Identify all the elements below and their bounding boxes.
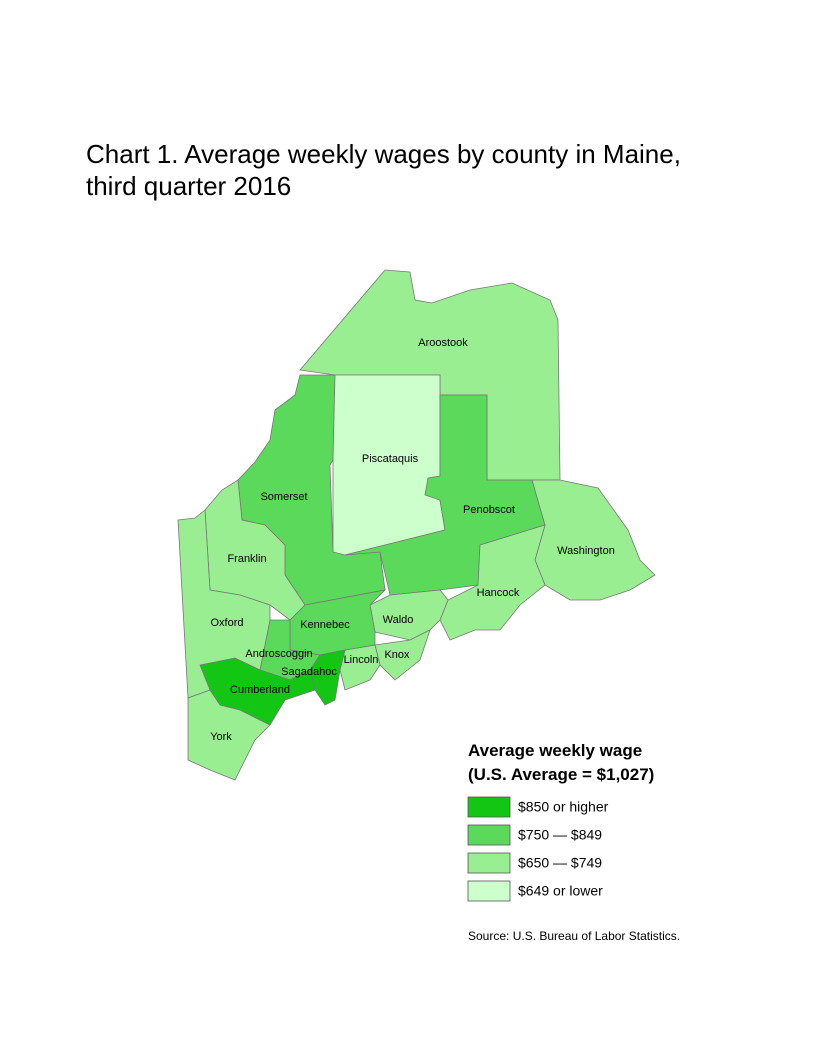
county-label: Androscoggin (245, 648, 312, 660)
county-label: Cumberland (230, 684, 290, 696)
county-label: Somerset (260, 491, 307, 503)
legend-label: $750 — $849 (518, 827, 602, 843)
county-2 (332, 374, 446, 556)
title: Chart 1. Average weekly wages by county … (86, 139, 681, 169)
county-5 (439, 524, 546, 641)
county-label: Franklin (227, 553, 266, 565)
county-label: Penobscot (463, 504, 515, 516)
county-15 (187, 689, 271, 781)
county-label: York (210, 731, 232, 743)
county-label: Piscataquis (362, 453, 419, 465)
legend-label: $650 — $749 (518, 855, 602, 871)
legend-label: $649 or lower (518, 883, 603, 899)
county-label: Aroostook (418, 337, 468, 349)
county-14 (177, 509, 271, 699)
legend-label: $850 or higher (518, 799, 609, 815)
legend-subtitle: (U.S. Average = $1,027) (468, 765, 654, 784)
legend-swatch (467, 852, 511, 874)
county-label: Knox (384, 649, 410, 661)
county-label: Hancock (477, 587, 520, 599)
county-label: Washington (557, 545, 615, 557)
title: third quarter 2016 (86, 171, 291, 201)
legend-swatch (467, 824, 511, 846)
county-4 (531, 479, 656, 601)
county-label: Waldo (383, 614, 414, 626)
legend-swatch (467, 796, 511, 818)
county-label: Oxford (210, 617, 243, 629)
county-label: Sagadahoc (281, 666, 337, 678)
legend-title: Average weekly wage (468, 741, 642, 760)
source: Source: U.S. Bureau of Labor Statistics. (468, 929, 680, 943)
legend-swatch (467, 880, 511, 902)
county-8 (339, 644, 381, 691)
county-label: Kennebec (300, 619, 350, 631)
county-label: Lincoln (344, 654, 379, 666)
